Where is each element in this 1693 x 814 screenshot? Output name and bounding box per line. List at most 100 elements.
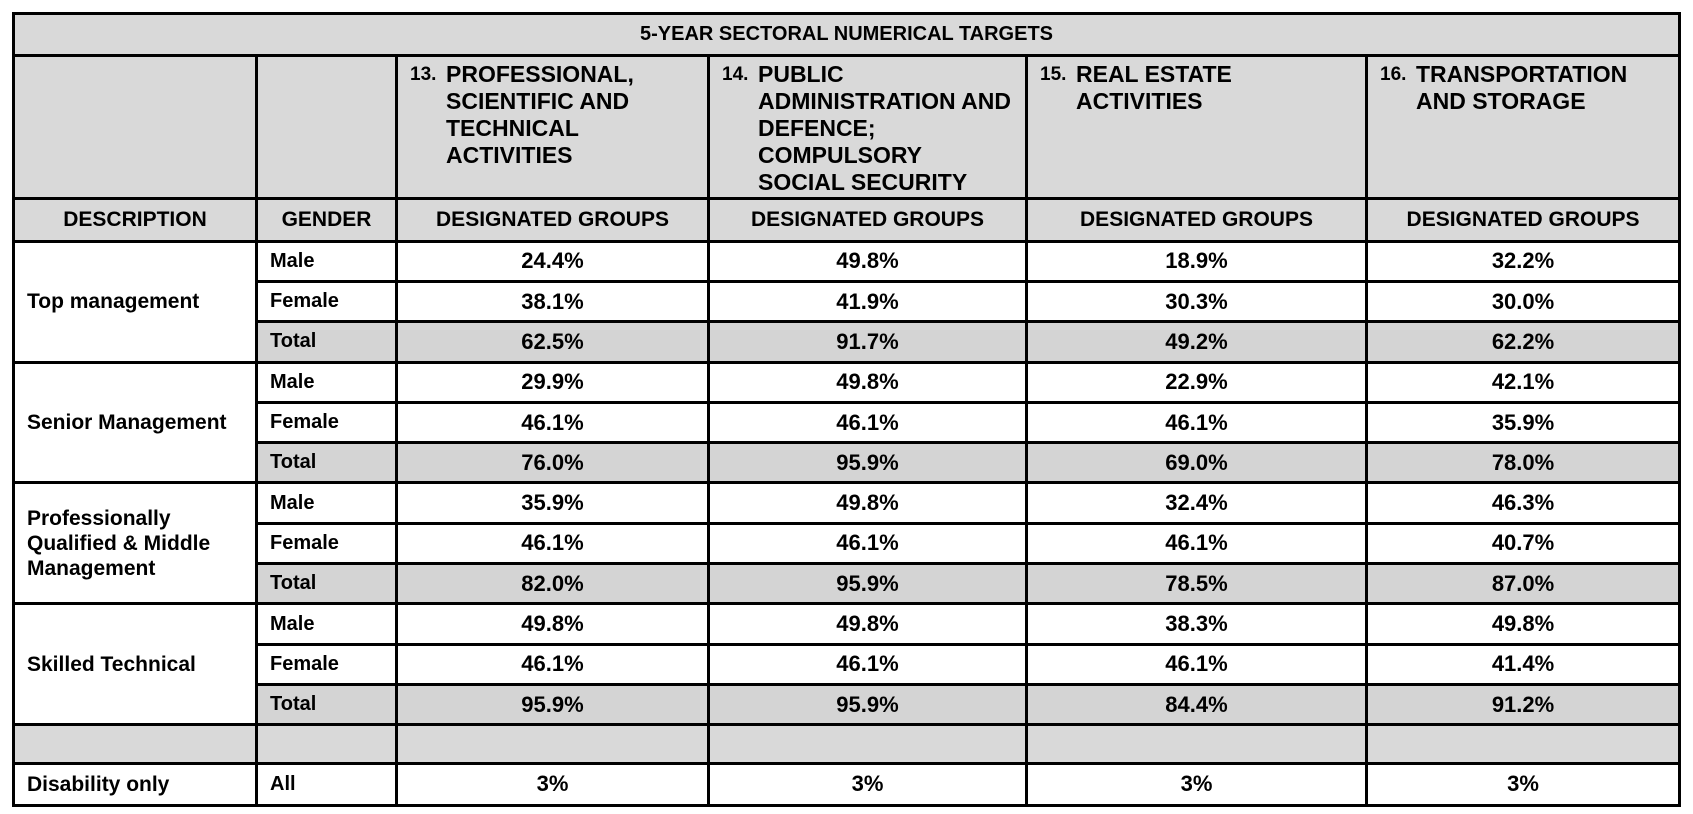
disability-value: 3% <box>1364 761 1682 808</box>
table-row: Professionally Qualified & Middle Manage… <box>12 481 1682 606</box>
disability-row: Disability only All 3% 3% 3% 3% <box>12 761 1682 808</box>
value-cell: 49.8% <box>707 602 1028 646</box>
sector-name: PROFESSIONAL, SCIENTIFIC AND TECHNICAL A… <box>446 61 634 169</box>
value-cell: 49.2% <box>1025 320 1368 364</box>
spacer-cell <box>1364 723 1682 765</box>
sectoral-targets-table: 5-YEAR SECTORAL NUMERICAL TARGETS 13. PRO… <box>11 11 1682 808</box>
gender-cell: Male <box>255 481 398 525</box>
value-cell: 42.1% <box>1364 360 1682 404</box>
disability-value: 3% <box>395 761 710 808</box>
description-cell: Top management <box>12 239 258 364</box>
disability-description: Disability only <box>12 761 258 808</box>
value-cell: 49.8% <box>707 239 1028 284</box>
value-cell: 29.9% <box>395 360 710 404</box>
value-cell: 18.9% <box>1025 239 1368 284</box>
spacer-cell <box>12 723 258 765</box>
value-cell: 87.0% <box>1364 562 1682 606</box>
value-cell: 38.3% <box>1025 602 1368 646</box>
designated-groups-header: DESIGNATED GROUPS <box>395 197 710 243</box>
sector-number: 16. <box>1380 64 1407 86</box>
value-cell: 46.1% <box>707 642 1028 686</box>
table-row: Female 46.1% 46.1% 46.1% 41.4% <box>14 642 1682 686</box>
value-cell: 46.1% <box>1025 521 1368 566</box>
sector-number: 13. <box>410 64 437 86</box>
value-cell: 40.7% <box>1364 521 1682 566</box>
value-cell: 62.2% <box>1364 320 1682 364</box>
sector-number: 14. <box>722 64 749 86</box>
table-row: Senior Management Male 29.9% 49.8% 22.9% 42.1… <box>12 360 1682 485</box>
value-cell: 95.9% <box>707 441 1028 485</box>
value-cell: 46.1% <box>395 400 710 445</box>
value-cell: 41.9% <box>707 279 1028 324</box>
disability-value: 3% <box>707 761 1028 808</box>
sector-header-16: 16. TRANSPORTATION AND STORAGE <box>1364 54 1682 201</box>
column-header-row: DESCRIPTION GENDER DESIGNATED GROUPS DES… <box>12 197 1682 243</box>
gender-cell: Total <box>255 441 398 485</box>
value-cell: 46.1% <box>395 521 710 566</box>
gender-cell: Male <box>255 360 398 404</box>
value-cell: 35.9% <box>395 481 710 525</box>
gender-cell: Total <box>255 320 398 364</box>
table-row: Female 38.1% 41.9% 30.3% 30.0% <box>14 279 1682 324</box>
table-body: 5-YEAR SECTORAL NUMERICAL TARGETS 13. PRO… <box>11 11 1682 808</box>
value-cell: 32.2% <box>1364 239 1682 284</box>
value-cell: 91.7% <box>707 320 1028 364</box>
gender-cell: Female <box>255 279 398 324</box>
value-cell: 78.5% <box>1025 562 1368 606</box>
value-cell: 78.0% <box>1364 441 1682 485</box>
total-row: Total 62.5% 91.7% 49.2% 62.2% <box>14 320 1682 364</box>
gender-cell: Total <box>255 562 398 606</box>
total-row: Total 82.0% 95.9% 78.5% 87.0% <box>14 562 1682 606</box>
table-row: Female 46.1% 46.1% 46.1% 35.9% <box>14 400 1682 445</box>
gender-cell: Female <box>255 521 398 566</box>
total-row: Total 76.0% 95.9% 69.0% 78.0% <box>14 441 1682 485</box>
gender-header: GENDER <box>255 197 398 243</box>
value-cell: 30.0% <box>1364 279 1682 324</box>
spacer-row <box>12 723 1682 765</box>
designated-groups-header: DESIGNATED GROUPS <box>707 197 1028 243</box>
total-row: Total 95.9% 95.9% 84.4% 91.2% <box>14 682 1682 727</box>
gender-cell: Female <box>255 400 398 445</box>
sector-header-15: 15. REAL ESTATE ACTIVITIES <box>1025 54 1368 201</box>
gender-cell: Male <box>255 602 398 646</box>
description-cell: Senior Management <box>12 360 258 485</box>
sector-name: PUBLIC ADMINISTRATION AND DEFENCE; COMPU… <box>758 61 1011 196</box>
table-row: Top management Male 24.4% 49.8% 18.9% 32.2% <box>12 239 1682 364</box>
spacer-cell <box>1025 723 1368 765</box>
empty-header-cell <box>255 54 398 201</box>
value-cell: 49.8% <box>707 481 1028 525</box>
description-header: DESCRIPTION <box>12 197 258 243</box>
value-cell: 84.4% <box>1025 682 1368 727</box>
designated-groups-header: DESIGNATED GROUPS <box>1364 197 1682 243</box>
description-cell: Professionally Qualified & Middle Manage… <box>12 481 258 606</box>
value-cell: 35.9% <box>1364 400 1682 445</box>
spacer-cell <box>395 723 710 765</box>
spacer-cell <box>707 723 1028 765</box>
title-row: 5-YEAR SECTORAL NUMERICAL TARGETS <box>11 11 1682 58</box>
value-cell: 49.8% <box>1364 602 1682 646</box>
value-cell: 41.4% <box>1364 642 1682 686</box>
value-cell: 95.9% <box>707 682 1028 727</box>
sector-header-14: 14. PUBLIC ADMINISTRATION AND DEFENCE; CO… <box>707 54 1028 201</box>
gender-cell: Male <box>255 239 398 284</box>
value-cell: 76.0% <box>395 441 710 485</box>
sector-number: 15. <box>1040 64 1067 86</box>
value-cell: 49.8% <box>707 360 1028 404</box>
value-cell: 62.5% <box>395 320 710 364</box>
value-cell: 32.4% <box>1025 481 1368 525</box>
value-cell: 30.3% <box>1025 279 1368 324</box>
disability-value: 3% <box>1025 761 1368 808</box>
value-cell: 22.9% <box>1025 360 1368 404</box>
gender-cell: Total <box>255 682 398 727</box>
value-cell: 46.1% <box>395 642 710 686</box>
table-row: Female 46.1% 46.1% 46.1% 40.7% <box>14 521 1682 566</box>
sector-header-13: 13. PROFESSIONAL, SCIENTIFIC AND TECHNICA… <box>395 54 710 201</box>
value-cell: 46.3% <box>1364 481 1682 525</box>
spacer-cell <box>255 723 398 765</box>
value-cell: 95.9% <box>395 682 710 727</box>
value-cell: 82.0% <box>395 562 710 606</box>
value-cell: 46.1% <box>1025 400 1368 445</box>
value-cell: 46.1% <box>707 521 1028 566</box>
designated-groups-header: DESIGNATED GROUPS <box>1025 197 1368 243</box>
disability-gender: All <box>255 761 398 808</box>
